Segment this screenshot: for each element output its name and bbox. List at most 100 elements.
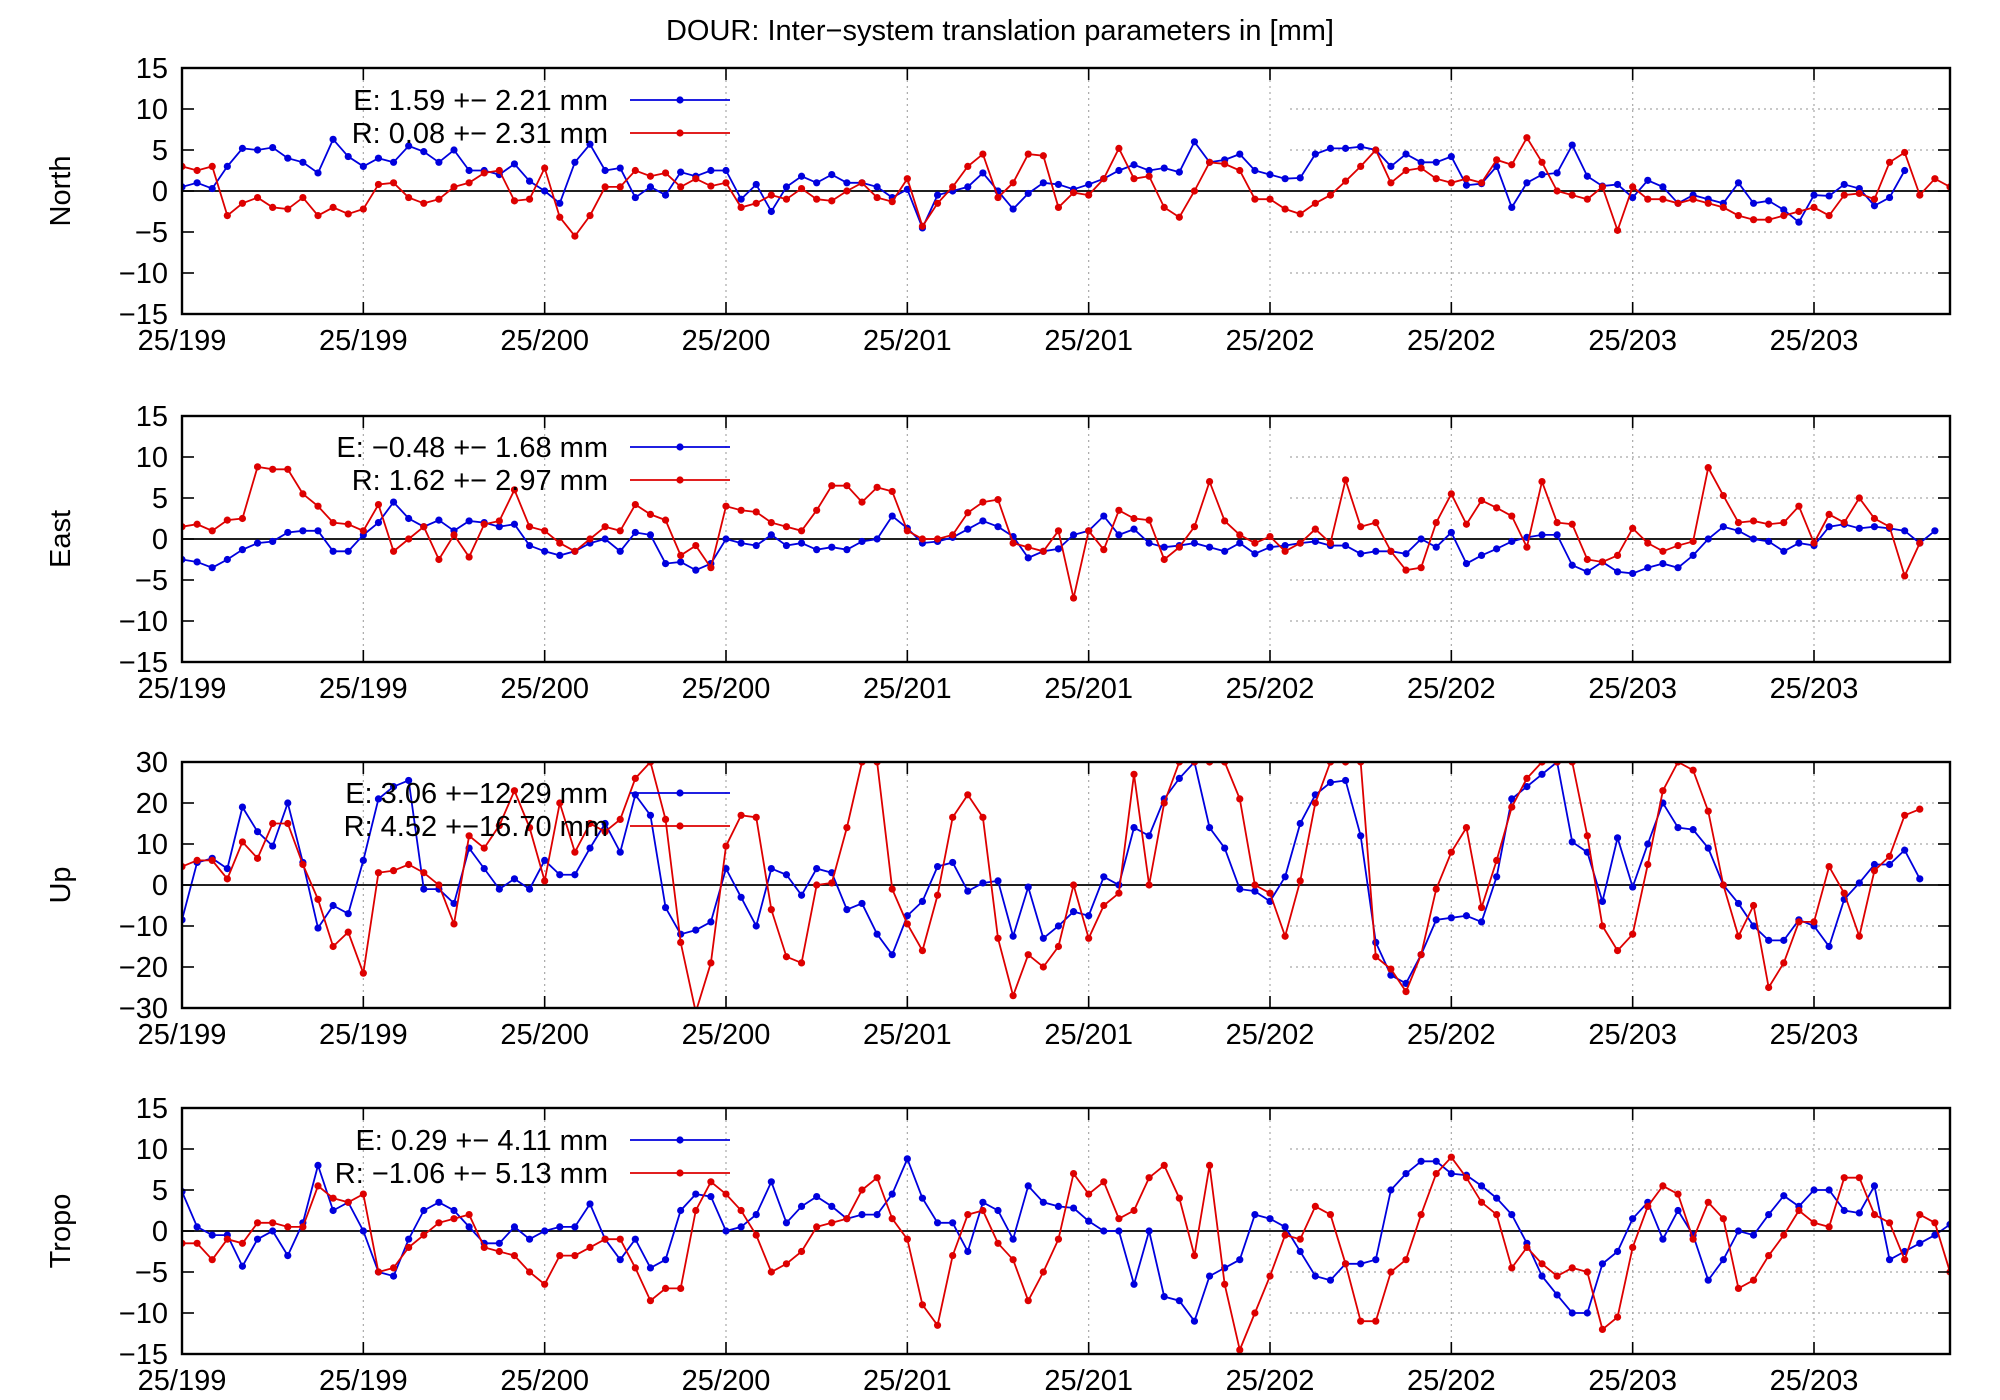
data-point-R [843, 482, 851, 490]
data-point-E [1749, 1231, 1758, 1239]
data-point-E [767, 207, 775, 216]
data-point-R [208, 856, 216, 865]
data-point-R [1719, 491, 1727, 500]
data-point-E [1281, 1223, 1289, 1231]
data-point-E [1674, 824, 1682, 832]
data-point-E [1190, 539, 1199, 547]
data-point-R [797, 184, 806, 193]
legend-marker-E [676, 789, 684, 797]
data-point-E [510, 160, 519, 168]
data-point-E [1145, 539, 1153, 547]
data-point-E [556, 1223, 564, 1231]
data-point-E [1115, 531, 1123, 539]
data-point-E [979, 517, 987, 525]
data-point-E [1145, 1227, 1153, 1235]
data-point-E [1175, 1297, 1183, 1305]
data-point-R [1962, 164, 1969, 171]
data-point-E [1870, 523, 1879, 531]
legend-label-R: R: 0.08 +− 2.31 mm [352, 118, 608, 150]
data-point-R [933, 535, 942, 543]
data-point-R [933, 891, 942, 899]
data-point-R [1160, 203, 1168, 211]
data-point-E [1024, 554, 1032, 562]
data-point-R [1795, 918, 1803, 926]
data-point-R [510, 1252, 519, 1260]
data-point-R [1462, 175, 1471, 183]
data-point-R [299, 860, 307, 869]
data-point-E [1009, 205, 1017, 213]
data-point-E [1432, 158, 1440, 166]
data-point-R [1508, 161, 1516, 169]
data-point-E [1689, 826, 1697, 834]
data-point-E [374, 154, 383, 162]
data-point-E [299, 158, 307, 166]
y-tick-label: 5 [152, 483, 168, 515]
data-point-R [389, 867, 398, 875]
data-point-E [405, 1235, 413, 1243]
data-point-E [1402, 150, 1410, 158]
x-tick-label: 25/201 [863, 1019, 952, 1051]
data-point-R [1326, 1211, 1335, 1219]
data-point-R [1704, 1198, 1712, 1206]
data-point-E [1311, 1272, 1319, 1280]
data-point-E [1205, 824, 1214, 832]
data-point-E [525, 1235, 534, 1243]
data-point-E [1236, 885, 1244, 893]
data-point-E [1447, 1170, 1455, 1178]
data-point-R [903, 1235, 911, 1243]
data-point-R [1916, 1211, 1924, 1219]
data-point-R [253, 193, 262, 202]
data-point-R [269, 203, 277, 211]
data-point-E [1613, 834, 1622, 842]
data-point-R [1039, 1268, 1047, 1276]
data-point-E [1629, 883, 1637, 891]
data-point-R [525, 523, 534, 531]
data-point-R [964, 162, 972, 170]
data-point-R [782, 953, 791, 961]
data-point-E [752, 180, 760, 189]
data-point-E [1855, 184, 1863, 193]
data-point-R [918, 222, 927, 230]
data-point-R [495, 166, 503, 175]
data-point-R [843, 1215, 851, 1223]
data-point-E [918, 897, 927, 906]
data-point-E [964, 887, 972, 895]
series-R [182, 463, 1924, 602]
series-line-R [182, 465, 1921, 599]
data-point-R [571, 547, 579, 555]
data-point-E [979, 169, 987, 177]
data-point-R [1205, 1161, 1214, 1169]
data-point-E [1069, 1204, 1078, 1212]
x-tick-label: 25/203 [1770, 1365, 1859, 1397]
data-point-E [782, 871, 791, 879]
data-point-E [1538, 1272, 1546, 1280]
data-point-R [1236, 531, 1244, 539]
data-point-E [329, 901, 337, 910]
x-tick-label: 25/202 [1407, 325, 1496, 357]
data-point-R [1115, 144, 1123, 152]
data-point-E [405, 142, 413, 150]
data-point-R [1296, 210, 1304, 218]
data-point-R [1236, 795, 1244, 803]
data-point-R [979, 813, 987, 821]
data-point-R [480, 844, 488, 852]
data-point-R [435, 555, 443, 564]
data-point-R [1583, 832, 1591, 840]
data-point-R [1598, 922, 1607, 930]
data-point-R [661, 1284, 670, 1292]
data-point-E [1780, 547, 1788, 555]
x-tick-label: 25/199 [319, 1019, 408, 1051]
data-point-R [344, 210, 352, 218]
data-point-E [873, 930, 881, 938]
data-point-R [1130, 175, 1138, 183]
data-point-E [253, 828, 262, 836]
data-point-E [1825, 192, 1833, 200]
data-point-R [964, 791, 972, 799]
data-point-R [314, 212, 322, 220]
data-point-E [284, 528, 292, 537]
data-point-E [1749, 535, 1758, 543]
data-point-R [1508, 803, 1516, 811]
data-point-E [1810, 191, 1818, 199]
data-point-R [707, 564, 715, 572]
